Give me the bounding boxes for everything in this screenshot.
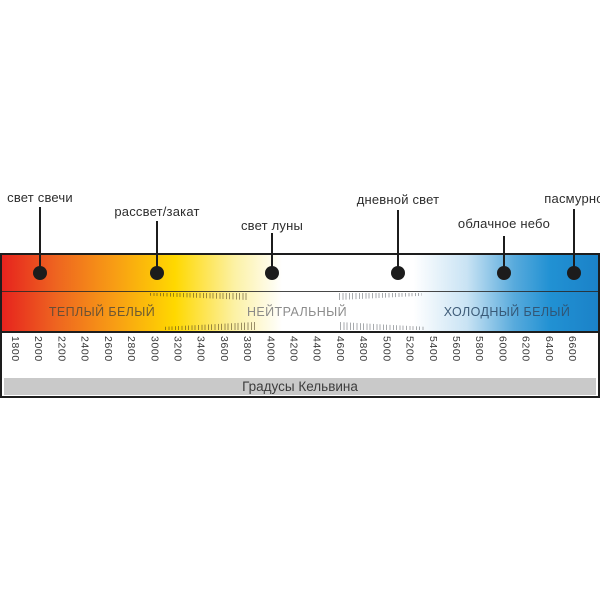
annotation-pointer-line <box>503 236 505 273</box>
zone-label: НЕЙТРАЛЬНЫЙ <box>247 305 347 319</box>
kelvin-tick-label: 5200 <box>403 336 416 362</box>
kelvin-unit-bar: Градусы Кельвина <box>4 378 596 395</box>
kelvin-tick-label: 4000 <box>264 336 277 362</box>
annotation-dot <box>497 266 511 280</box>
kelvin-tick-label: 5600 <box>449 336 462 362</box>
kelvin-tick-label: 4800 <box>357 336 370 362</box>
kelvin-tick-label: 6400 <box>542 336 555 362</box>
annotation-pointer-line <box>271 233 273 273</box>
annotation-pointer-line <box>397 210 399 273</box>
annotation-dot <box>265 266 279 280</box>
kelvin-tick-label: 3200 <box>171 336 184 362</box>
kelvin-tick-label: 5400 <box>426 336 439 362</box>
kelvin-tick-label: 3800 <box>241 336 254 362</box>
tick-comb-cool-bottom <box>340 322 424 330</box>
annotation-label: облачное небо <box>457 216 551 231</box>
kelvin-tick-label: 5800 <box>473 336 486 362</box>
kelvin-tick-label: 6600 <box>566 336 579 362</box>
annotation-pointer-line <box>156 221 158 273</box>
kelvin-tick-label: 3000 <box>148 336 161 362</box>
tick-comb-cool-top <box>339 293 422 300</box>
kelvin-tick-label: 4200 <box>287 336 300 362</box>
annotation-label: пасмурно <box>544 191 600 206</box>
kelvin-tick-label: 4400 <box>310 336 323 362</box>
kelvin-tick-label: 3400 <box>194 336 207 362</box>
annotation-label: дневной свет <box>356 192 440 207</box>
kelvin-tick-label: 2000 <box>32 336 45 362</box>
tick-comb-warm-bottom <box>165 322 255 330</box>
annotation-dot <box>567 266 581 280</box>
kelvin-tick-label: 1800 <box>9 336 21 362</box>
band-separator-line <box>2 291 598 292</box>
annotation-label: рассвет/закат <box>114 204 200 219</box>
kelvin-tick-label: 6000 <box>496 336 509 362</box>
annotation-pointer-line <box>39 207 41 273</box>
tick-comb-warm-top <box>150 293 247 300</box>
annotation-dot <box>150 266 164 280</box>
zone-label: ХОЛОДНЫЙ БЕЛЫЙ <box>443 305 571 319</box>
kelvin-tick-label: 2200 <box>55 336 68 362</box>
annotation-pointer-line <box>573 209 575 273</box>
kelvin-scale: 1800 2000 2200 2400 2600 2800 3000 3200 3400 3600… <box>0 333 600 398</box>
annotation-dot <box>33 266 47 280</box>
kelvin-tick-label: 2400 <box>78 336 91 362</box>
annotation-label: свет луны <box>240 218 304 233</box>
gradient-band-bottom: ТЕПЛЫЙ БЕЛЫЙ НЕЙТРАЛЬНЫЙ ХОЛОДНЫЙ БЕЛЫЙ <box>2 292 598 331</box>
kelvin-tick-label: 2600 <box>101 336 114 362</box>
kelvin-tick-label: 2800 <box>125 336 138 362</box>
annotation-dot <box>391 266 405 280</box>
kelvin-tick-label: 4600 <box>333 336 346 362</box>
kelvin-unit-label: Градусы Кельвина <box>242 379 358 394</box>
kelvin-tick-label: 5000 <box>380 336 393 362</box>
zone-label: ТЕПЛЫЙ БЕЛЫЙ <box>48 305 156 319</box>
kelvin-tick-label: 3600 <box>217 336 230 362</box>
kelvin-tick-label: 6200 <box>519 336 532 362</box>
annotation-label: свет свечи <box>7 190 73 205</box>
